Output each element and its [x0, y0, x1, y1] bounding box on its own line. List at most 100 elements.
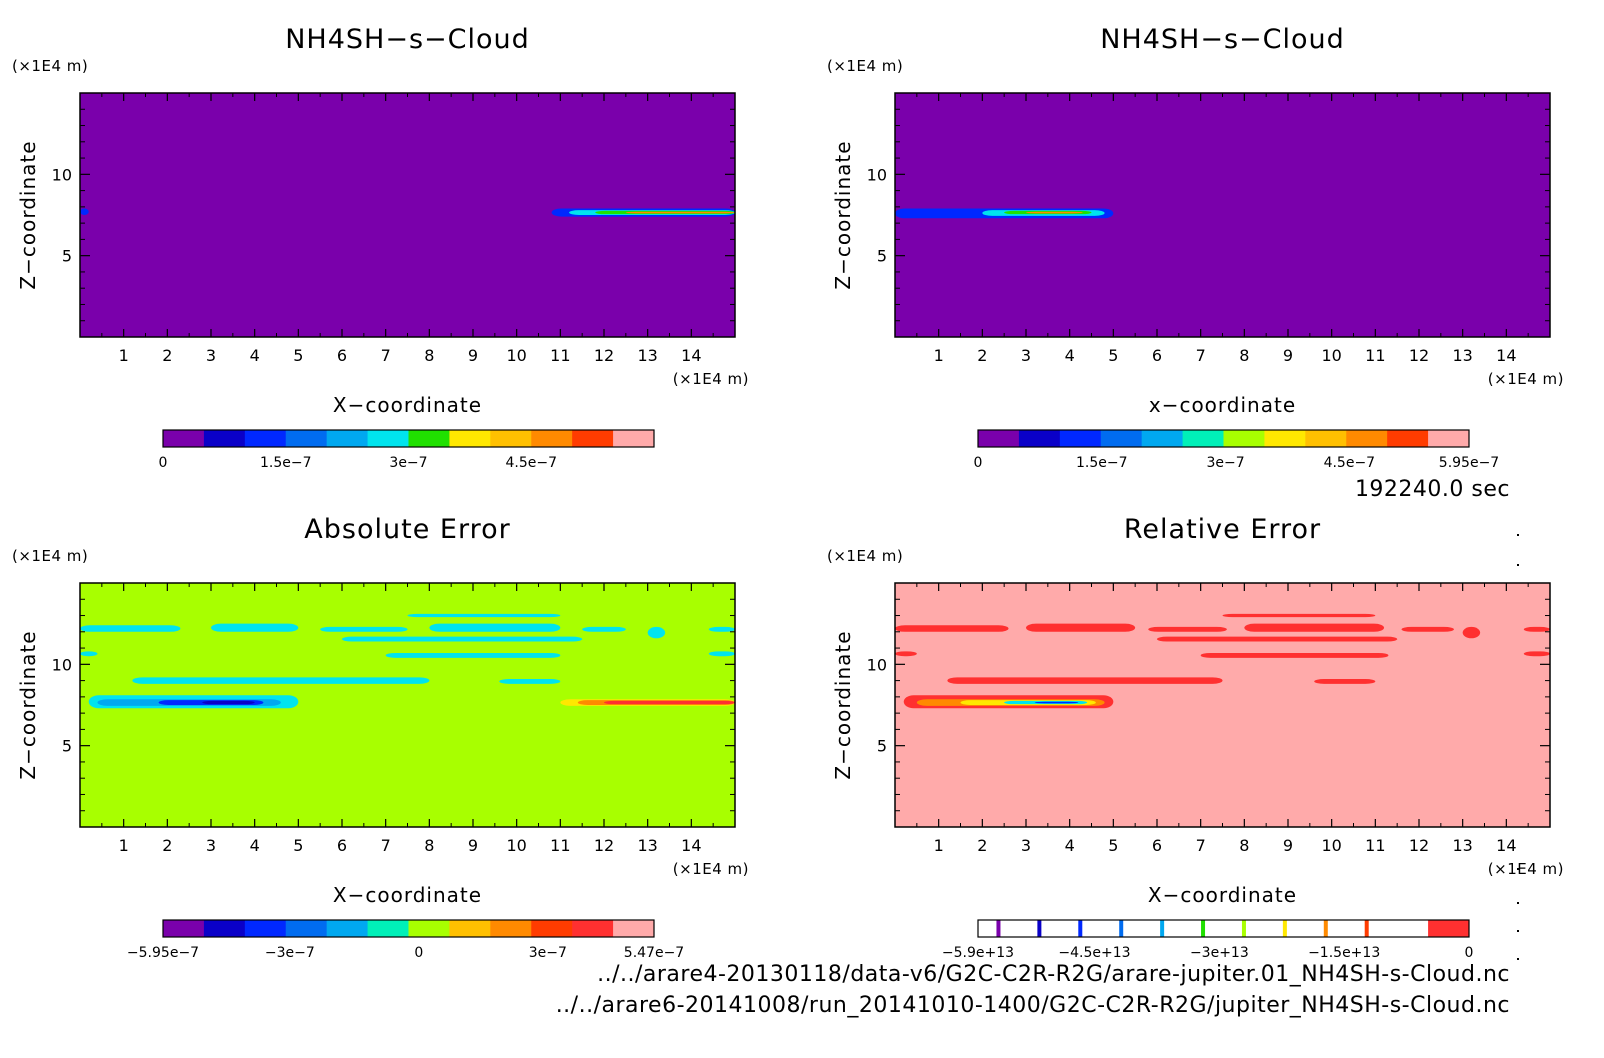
colorbar-level-line: [1405, 920, 1410, 937]
chart-panel-2: NH4SH−s−Cloud(×1E4 m)1 2 3 4 5 6 7 8 9 10 11 12 13 14…: [827, 24, 1564, 471]
contour-region-9: [342, 636, 583, 642]
colorbar-swatch: [531, 430, 573, 447]
colorbar-swatch: [572, 430, 614, 447]
chart-title: Absolute Error: [304, 514, 510, 545]
x-axis-unit: (×1E4 m): [673, 370, 749, 388]
colorbar-swatch: [490, 920, 532, 937]
colorbar-swatch: [326, 430, 369, 447]
y-tick-label: 10: [867, 655, 887, 674]
contour-region-4: [429, 623, 561, 632]
colorbar-swatch: [1100, 430, 1143, 447]
colorbar-swatch: [203, 430, 246, 447]
colorbar-swatch: [1141, 430, 1184, 447]
x-tick-label: 3: [1021, 346, 1031, 365]
colorbar-level-line: [1323, 920, 1328, 937]
colorbar-swatch: [244, 430, 287, 447]
colorbar-level-line: [1037, 920, 1042, 937]
colorbar-level-line: [1201, 920, 1206, 937]
time-label: 192240.0 sec: [1355, 477, 1510, 502]
colorbar-frame: [977, 429, 1470, 448]
colorbar-tick-label: 5.47e−7: [624, 945, 684, 961]
x-axis-unit: (×1E4 m): [673, 860, 749, 878]
contour-region-2: [211, 623, 299, 632]
colorbar-level-line: [1282, 920, 1287, 937]
x-tick-label: 8: [1239, 346, 1249, 365]
chart-panel-3: Absolute Error(×1E4 m)1 2 3 4 5 6 7 8 9 10 11 12 13 1…: [12, 514, 749, 961]
colorbar-tick-label: −5.95e−7: [127, 945, 199, 961]
x-tick-label: 8: [424, 836, 434, 855]
colorbar-level-line: [996, 920, 1001, 937]
x-tick-label: 7: [1196, 346, 1206, 365]
x-tick-label: 10: [506, 836, 526, 855]
x-tick-label: 4: [250, 346, 260, 365]
contour-region-13: [132, 677, 430, 684]
contour-region-4: [1244, 623, 1385, 632]
colorbar-frame: [162, 429, 655, 448]
x-tick-label: 10: [506, 346, 526, 365]
x-tick-label: 2: [162, 836, 172, 855]
x-tick-label: 9: [468, 346, 478, 365]
colorbar-tick-label: 0: [159, 455, 168, 471]
x-tick-label: 3: [206, 346, 216, 365]
y-axis-unit: (×1E4 m): [827, 547, 903, 565]
y-axis-unit: (×1E4 m): [827, 57, 903, 75]
colorbar-swatch: [163, 920, 205, 937]
colorbar-tick-label: 0: [974, 455, 983, 471]
x-tick-label: 1: [119, 836, 129, 855]
x-tick-label: 1: [934, 346, 944, 365]
colorbar-tick-label: 0: [414, 945, 423, 961]
colorbar-swatch: [408, 430, 450, 447]
colorbar-swatch: [244, 920, 287, 937]
colorbar-level-line: [1241, 920, 1246, 937]
colorbar-tick-label: 3e−7: [529, 945, 567, 961]
x-axis-unit: (×1E4 m): [1488, 370, 1564, 388]
x-axis-label: X−coordinate: [333, 883, 482, 907]
x-tick-label: 11: [1365, 346, 1385, 365]
contour-region-13: [947, 677, 1223, 684]
colorbar-frame: [977, 919, 1470, 938]
colorbar-swatch: [978, 430, 1020, 447]
chart-title: NH4SH−s−Cloud: [285, 24, 530, 55]
x-tick-label: 13: [1452, 346, 1472, 365]
contour-region-19: [1034, 701, 1079, 704]
x-tick-label: 13: [637, 346, 657, 365]
y-tick-label: 10: [52, 655, 72, 674]
x-tick-label: 1: [934, 836, 944, 855]
x-tick-label: 7: [381, 836, 391, 855]
colorbar-tick-label: −5.9e+13: [942, 945, 1014, 961]
colorbar-swatch: [1059, 430, 1102, 447]
y-axis-label: Z−coordinate: [831, 630, 855, 779]
x-tick-label: 12: [594, 836, 614, 855]
contour-region-14: [499, 678, 561, 684]
colorbar-level-line: [1119, 920, 1124, 937]
chart-panel-4: Relative Error(×1E4 m)1 2 3 4 5 6 7 8 9 10 11 12 13 1…: [827, 514, 1564, 961]
colorbar-level-line: [1078, 920, 1083, 937]
file-line-2: ../../arare6-20141008/run_20141010-1400/…: [556, 993, 1510, 1018]
y-tick-label: 5: [62, 247, 72, 266]
y-tick-label: 5: [62, 737, 72, 756]
x-tick-label: 11: [1365, 836, 1385, 855]
colorbar-swatch: [1387, 430, 1429, 447]
x-tick-label: 1: [119, 346, 129, 365]
y-axis-label: Z−coordinate: [831, 140, 855, 289]
colorbar-frame: [162, 919, 655, 938]
colorbar-tick-label: −4.5e+13: [1058, 945, 1130, 961]
x-tick-label: 10: [1321, 346, 1341, 365]
y-tick-label: 10: [867, 165, 887, 184]
contour-region-5: [1401, 626, 1454, 632]
x-tick-label: 14: [1496, 346, 1516, 365]
x-tick-label: 14: [1496, 836, 1516, 855]
x-tick-label: 7: [381, 346, 391, 365]
x-tick-label: 9: [1283, 836, 1293, 855]
contour-region-12: [1523, 651, 1550, 657]
y-axis-unit: (×1E4 m): [12, 57, 88, 75]
contour-region-3: [1148, 626, 1227, 632]
contour-region-7: [708, 626, 735, 632]
x-tick-label: 2: [977, 346, 987, 365]
x-axis-label: X−coordinate: [1148, 883, 1297, 907]
colorbar-swatch: [449, 430, 491, 447]
x-tick-label: 6: [337, 836, 347, 855]
x-tick-label: 6: [337, 346, 347, 365]
x-axis-label: X−coordinate: [333, 393, 482, 417]
